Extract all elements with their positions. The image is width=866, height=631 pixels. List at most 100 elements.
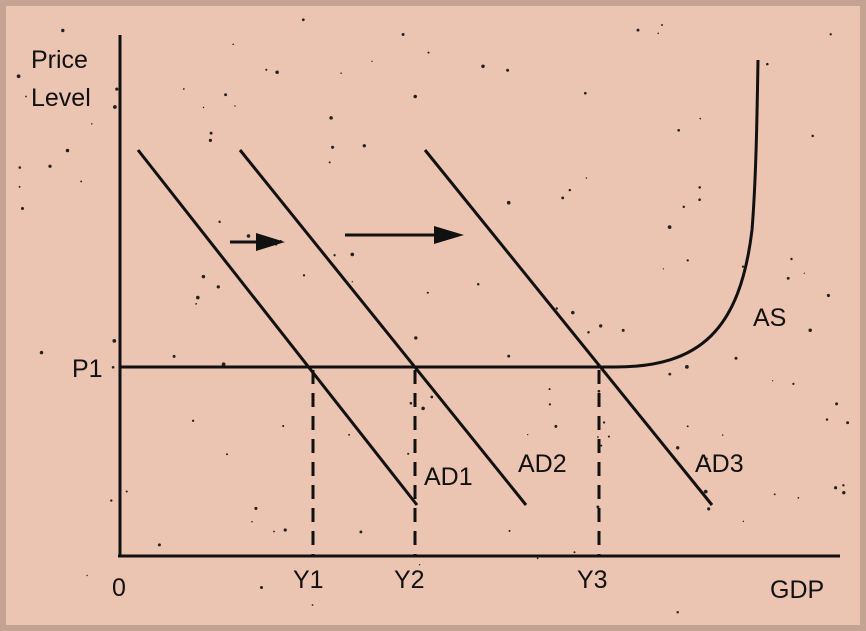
speck <box>340 72 342 74</box>
as-label: AS <box>753 304 786 332</box>
y-axis-label-line2: Level <box>31 84 91 112</box>
ad2-curve <box>238 149 528 506</box>
speck <box>833 486 838 490</box>
speck <box>676 446 680 450</box>
speck <box>766 62 769 66</box>
speck <box>401 33 405 36</box>
speck <box>792 382 795 386</box>
speck <box>668 372 672 376</box>
speck <box>699 117 702 120</box>
speck <box>826 293 830 298</box>
speck <box>507 354 511 358</box>
speck <box>506 200 511 205</box>
speck <box>414 336 418 340</box>
speck <box>842 484 845 487</box>
y1-label: Y1 <box>293 566 324 594</box>
speck <box>265 68 268 71</box>
speck <box>350 252 355 257</box>
speck <box>554 424 558 428</box>
speck <box>65 148 70 153</box>
speck <box>359 530 363 534</box>
speck <box>597 436 599 438</box>
speck <box>201 274 206 279</box>
speck <box>587 331 590 334</box>
speck <box>846 421 850 425</box>
speck <box>734 356 738 360</box>
speck <box>221 362 226 367</box>
speck <box>721 434 724 436</box>
speck <box>351 281 353 283</box>
speck <box>771 380 774 382</box>
speck <box>329 116 333 120</box>
speck <box>548 403 552 406</box>
speck <box>25 95 27 98</box>
speck <box>636 28 640 32</box>
speck <box>48 164 52 168</box>
speck <box>216 285 220 289</box>
speck <box>413 94 417 99</box>
ad1-label: AD1 <box>424 463 473 491</box>
speck <box>790 257 793 261</box>
speck <box>427 51 430 54</box>
speck <box>667 225 672 229</box>
speck <box>157 543 161 547</box>
speck <box>835 402 839 406</box>
shift-arrow-long <box>345 226 464 244</box>
speck <box>508 529 511 532</box>
speck <box>476 282 480 286</box>
speck <box>677 128 681 132</box>
speck <box>797 497 800 499</box>
speck <box>110 499 113 502</box>
speck <box>202 106 205 109</box>
x-axis-label: GDP <box>770 576 824 604</box>
speck <box>536 557 539 560</box>
speck <box>311 604 314 606</box>
speck <box>209 131 213 135</box>
speck <box>842 491 846 495</box>
background-specks <box>16 18 850 614</box>
speck <box>282 424 285 428</box>
speck <box>113 105 117 109</box>
ad3-curve <box>423 149 714 506</box>
speck <box>196 295 200 300</box>
speck <box>426 291 429 294</box>
speck <box>561 196 565 200</box>
speck <box>676 610 679 614</box>
speck <box>742 520 745 523</box>
speck <box>115 87 119 91</box>
speck <box>191 419 195 422</box>
speck <box>506 68 510 72</box>
speck <box>705 457 708 460</box>
speck <box>333 254 336 257</box>
speck <box>111 365 115 369</box>
speck <box>803 272 805 274</box>
speck <box>825 418 829 421</box>
speck <box>571 310 575 315</box>
speck <box>302 274 306 277</box>
speck <box>597 389 601 393</box>
speck <box>283 528 287 532</box>
speck <box>430 395 434 399</box>
speck <box>348 433 351 436</box>
speck <box>407 452 410 455</box>
speck <box>568 188 572 192</box>
speck <box>602 421 606 424</box>
speck <box>234 105 236 107</box>
speck <box>112 339 117 343</box>
speck <box>621 328 625 332</box>
speck <box>328 161 331 164</box>
speck <box>418 564 421 566</box>
y3-label: Y3 <box>577 566 608 594</box>
speck <box>773 493 776 496</box>
speck <box>91 123 93 125</box>
speck <box>18 185 21 188</box>
speck <box>16 74 21 79</box>
speck <box>246 234 251 238</box>
speck <box>218 220 221 224</box>
speck <box>811 134 814 138</box>
speck <box>275 70 279 74</box>
speck <box>224 93 228 97</box>
ad2-label: AD2 <box>518 450 567 478</box>
